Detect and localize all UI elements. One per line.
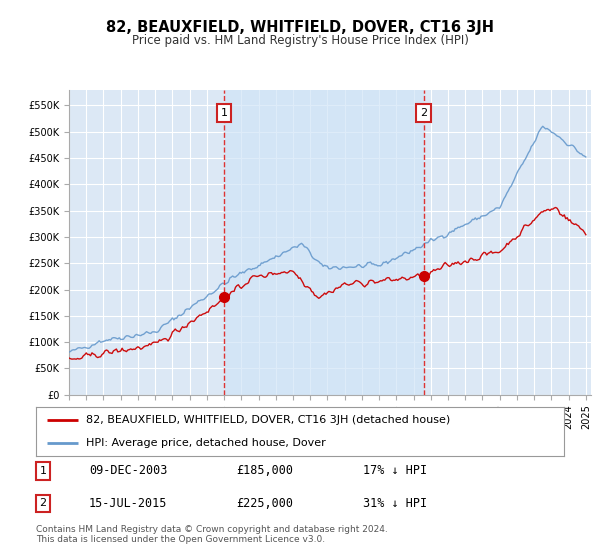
Text: 1: 1 — [221, 108, 227, 118]
Text: £225,000: £225,000 — [236, 497, 293, 510]
Text: £185,000: £185,000 — [236, 464, 293, 478]
Text: 82, BEAUXFIELD, WHITFIELD, DOVER, CT16 3JH: 82, BEAUXFIELD, WHITFIELD, DOVER, CT16 3… — [106, 20, 494, 35]
Text: Price paid vs. HM Land Registry's House Price Index (HPI): Price paid vs. HM Land Registry's House … — [131, 34, 469, 46]
Bar — [224, 90, 424, 395]
Text: HPI: Average price, detached house, Dover: HPI: Average price, detached house, Dove… — [86, 438, 326, 448]
Text: 31% ↓ HPI: 31% ↓ HPI — [364, 497, 427, 510]
Text: Contains HM Land Registry data © Crown copyright and database right 2024.
This d: Contains HM Land Registry data © Crown c… — [36, 525, 388, 544]
Text: 2: 2 — [40, 498, 46, 508]
Text: 09-DEC-2003: 09-DEC-2003 — [89, 464, 167, 478]
Text: 17% ↓ HPI: 17% ↓ HPI — [364, 464, 427, 478]
Text: 82, BEAUXFIELD, WHITFIELD, DOVER, CT16 3JH (detached house): 82, BEAUXFIELD, WHITFIELD, DOVER, CT16 3… — [86, 416, 451, 426]
Text: 2: 2 — [421, 108, 427, 118]
Text: 1: 1 — [40, 466, 46, 476]
Text: 15-JUL-2015: 15-JUL-2015 — [89, 497, 167, 510]
